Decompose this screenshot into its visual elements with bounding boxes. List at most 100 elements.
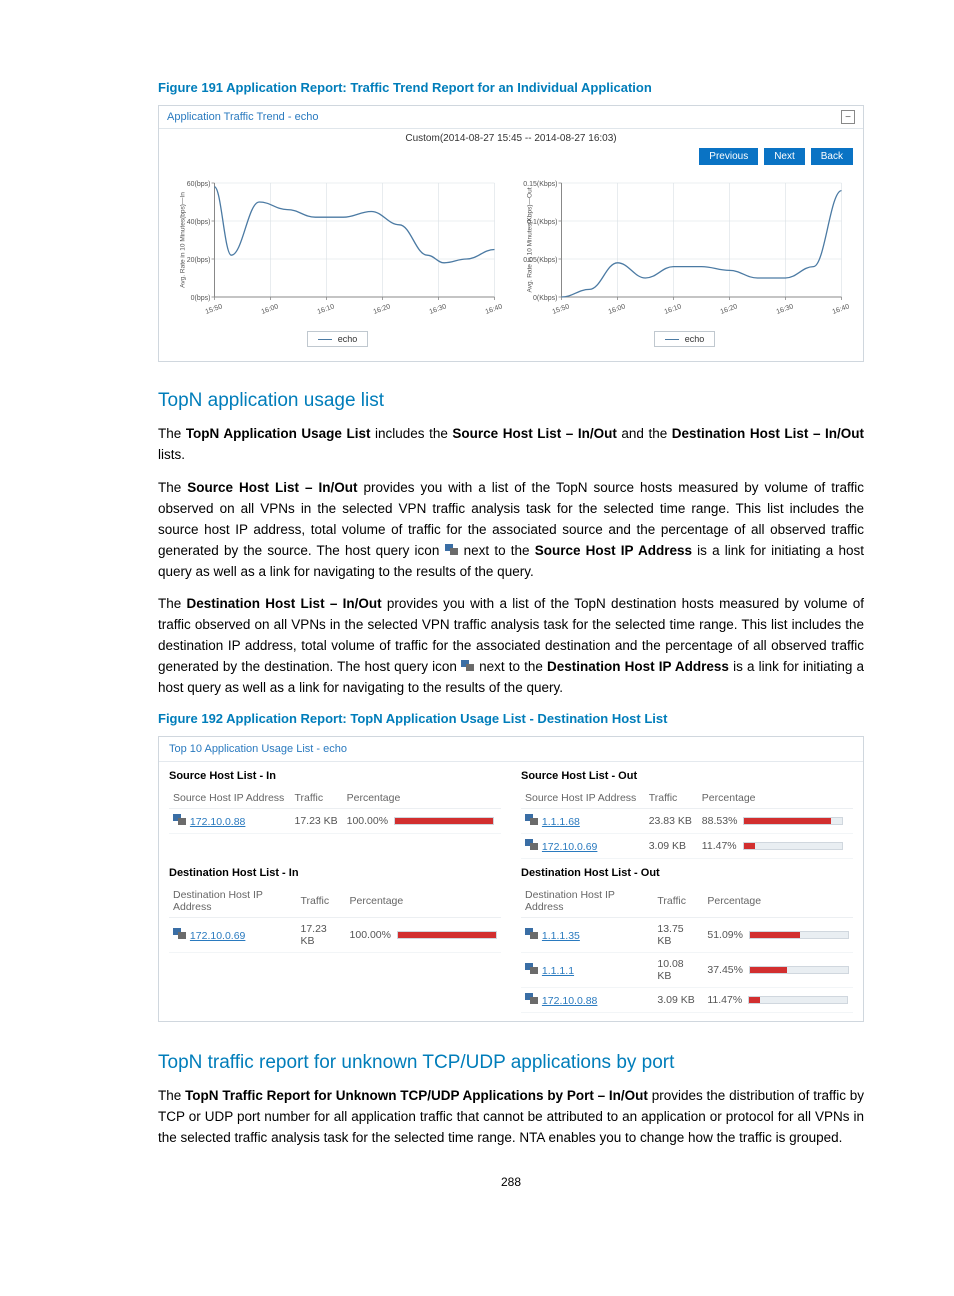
svg-text:16:00: 16:00 — [261, 303, 280, 316]
table-row: 172.10.0.88 17.23 KB 100.00% — [169, 809, 501, 834]
traffic-trend-panel: Application Traffic Trend - echo − Custo… — [158, 105, 864, 362]
pct-cell: 11.47% — [703, 988, 853, 1013]
host-table: Source Host IP Address Traffic Percentag… — [169, 788, 501, 834]
svg-text:Avg. Rate in 10 Minutes(bps)—I: Avg. Rate in 10 Minutes(bps)—In — [180, 192, 187, 288]
host-table: Destination Host IP Address Traffic Perc… — [521, 885, 853, 1013]
svg-text:40(bps): 40(bps) — [187, 219, 211, 226]
svg-text:16:20: 16:20 — [373, 303, 392, 316]
svg-text:0(bps): 0(bps) — [191, 295, 211, 302]
col-ip: Destination Host IP Address — [169, 885, 296, 918]
host-query-icon[interactable] — [525, 928, 539, 940]
back-button[interactable]: Back — [811, 148, 853, 165]
traffic-cell: 13.75 KB — [653, 918, 703, 953]
col-traffic: Traffic — [653, 885, 703, 918]
traffic-cell: 23.83 KB — [645, 809, 698, 834]
ip-link[interactable]: 1.1.1.68 — [542, 816, 580, 828]
host-list-block: Destination Host List - In Destination H… — [169, 859, 501, 1013]
traffic-cell: 17.23 KB — [296, 918, 345, 953]
col-ip: Source Host IP Address — [169, 788, 290, 809]
sublist-title: Source Host List - In — [169, 762, 501, 788]
table-row: 172.10.0.69 3.09 KB 11.47% — [521, 834, 853, 859]
next-button[interactable]: Next — [764, 148, 805, 165]
time-range-label: Custom(2014-08-27 15:45 -- 2014-08-27 16… — [159, 129, 863, 148]
col-pct: Percentage — [703, 885, 853, 918]
chart-out: 0(Kbps)0.05(Kbps)0.1(Kbps)0.15(Kbps)15:5… — [516, 175, 853, 325]
svg-text:60(bps): 60(bps) — [187, 181, 211, 188]
col-traffic: Traffic — [290, 788, 342, 809]
table-row: 172.10.0.69 17.23 KB 100.00% — [169, 918, 501, 953]
previous-button[interactable]: Previous — [699, 148, 758, 165]
host-list-block: Source Host List - Out Source Host IP Ad… — [521, 762, 853, 859]
ip-link[interactable]: 172.10.0.88 — [542, 995, 597, 1007]
svg-text:16:40: 16:40 — [485, 303, 504, 316]
col-ip: Destination Host IP Address — [521, 885, 653, 918]
svg-text:16:30: 16:30 — [776, 303, 795, 316]
svg-text:16:10: 16:10 — [664, 303, 683, 316]
svg-text:16:30: 16:30 — [429, 303, 448, 316]
col-pct: Percentage — [698, 788, 853, 809]
svg-text:16:00: 16:00 — [608, 303, 627, 316]
collapse-icon[interactable]: − — [841, 110, 855, 124]
sublist-title: Destination Host List - In — [169, 859, 501, 885]
col-ip: Source Host IP Address — [521, 788, 645, 809]
svg-text:16:40: 16:40 — [832, 303, 851, 316]
pct-cell: 51.09% — [703, 918, 853, 953]
ip-link[interactable]: 172.10.0.69 — [542, 841, 597, 853]
col-pct: Percentage — [343, 788, 501, 809]
para-4: The TopN Traffic Report for Unknown TCP/… — [158, 1086, 864, 1149]
legend-out: echo — [654, 331, 716, 347]
pct-cell: 11.47% — [698, 834, 853, 859]
host-list-block: Source Host List - In Source Host IP Add… — [169, 762, 501, 859]
pct-cell: 100.00% — [343, 809, 501, 834]
host-table: Source Host IP Address Traffic Percentag… — [521, 788, 853, 859]
table-row: 1.1.1.68 23.83 KB 88.53% — [521, 809, 853, 834]
table-row: 1.1.1.35 13.75 KB 51.09% — [521, 918, 853, 953]
col-traffic: Traffic — [645, 788, 698, 809]
pct-cell: 88.53% — [698, 809, 853, 834]
usage-list-panel: Top 10 Application Usage List - echo Sou… — [158, 736, 864, 1022]
figure-192-caption: Figure 192 Application Report: TopN Appl… — [158, 711, 864, 726]
svg-text:16:20: 16:20 — [720, 303, 739, 316]
para-1: The TopN Application Usage List includes… — [158, 424, 864, 466]
legend-in: echo — [307, 331, 369, 347]
ip-link[interactable]: 172.10.0.69 — [190, 930, 245, 942]
pct-cell: 100.00% — [346, 918, 501, 953]
page-number: 288 — [158, 1175, 864, 1189]
svg-text:16:10: 16:10 — [317, 303, 336, 316]
usage-panel-title: Top 10 Application Usage List - echo — [159, 737, 863, 762]
traffic-cell: 3.09 KB — [653, 988, 703, 1013]
host-query-icon — [461, 660, 475, 672]
sublist-title: Destination Host List - Out — [521, 859, 853, 885]
col-pct: Percentage — [346, 885, 501, 918]
ip-link[interactable]: 172.10.0.88 — [190, 816, 245, 828]
host-query-icon[interactable] — [525, 814, 539, 826]
traffic-cell: 3.09 KB — [645, 834, 698, 859]
svg-text:20(bps): 20(bps) — [187, 257, 211, 264]
table-row: 172.10.0.88 3.09 KB 11.47% — [521, 988, 853, 1013]
para-2: The Source Host List – In/Out provides y… — [158, 478, 864, 583]
figure-191-caption: Figure 191 Application Report: Traffic T… — [158, 80, 864, 95]
traffic-cell: 10.08 KB — [653, 953, 703, 988]
host-query-icon[interactable] — [525, 993, 539, 1005]
host-list-block: Destination Host List - Out Destination … — [521, 859, 853, 1013]
para-3: The Destination Host List – In/Out provi… — [158, 594, 864, 699]
host-query-icon — [445, 544, 459, 556]
host-query-icon[interactable] — [525, 963, 539, 975]
svg-text:Avg. Rate in 10 Minutes(Kbps)—: Avg. Rate in 10 Minutes(Kbps)—Out — [527, 187, 534, 292]
table-row: 1.1.1.1 10.08 KB 37.45% — [521, 953, 853, 988]
svg-text:0.15(Kbps): 0.15(Kbps) — [523, 181, 557, 188]
svg-text:15:50: 15:50 — [552, 303, 571, 316]
host-table: Destination Host IP Address Traffic Perc… — [169, 885, 501, 953]
pct-cell: 37.45% — [703, 953, 853, 988]
chart-in: 0(bps) 20(bps) 40(bps) 60(bps) 15:50 16:00 16:… — [169, 175, 506, 325]
host-query-icon[interactable] — [525, 839, 539, 851]
traffic-cell: 17.23 KB — [290, 809, 342, 834]
ip-link[interactable]: 1.1.1.35 — [542, 930, 580, 942]
ip-link[interactable]: 1.1.1.1 — [542, 965, 574, 977]
col-traffic: Traffic — [296, 885, 345, 918]
svg-text:15:50: 15:50 — [205, 303, 224, 316]
section-topn-unknown-title: TopN traffic report for unknown TCP/UDP … — [158, 1052, 864, 1074]
host-query-icon[interactable] — [173, 928, 187, 940]
panel-title: Application Traffic Trend - echo — [167, 111, 318, 123]
host-query-icon[interactable] — [173, 814, 187, 826]
